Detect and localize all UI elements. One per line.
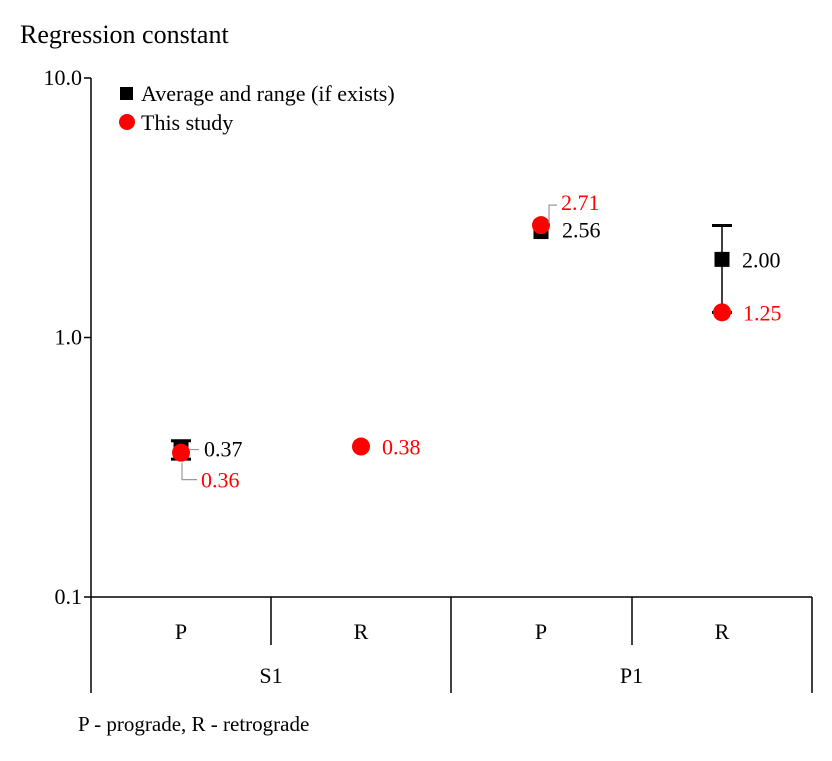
y-tick-label: 10.0 xyxy=(44,65,83,90)
legend-average-label: Average and range (if exists) xyxy=(141,81,395,106)
label-leader-line xyxy=(181,462,197,481)
group-label: S1 xyxy=(259,663,282,688)
group-label: P1 xyxy=(620,663,643,688)
study-point xyxy=(713,303,731,322)
footnote: P - prograde, R - retrograde xyxy=(78,712,309,736)
legend-average-marker xyxy=(120,87,133,100)
study-point xyxy=(172,443,190,462)
average-data-label: 2.56 xyxy=(562,218,601,243)
y-tick-label: 1.0 xyxy=(55,325,83,350)
study-data-label: 2.71 xyxy=(561,190,600,215)
marks: 0.37 2.56 2.00 0.36 0.38 2.71 1.25 xyxy=(171,190,782,493)
average-data-label: 2.00 xyxy=(742,247,781,272)
axes: 0.1 1.0 10.0 P R S1 P R P1 xyxy=(44,65,813,693)
legend: Average and range (if exists) This study xyxy=(119,81,395,135)
label-leader-line xyxy=(548,204,557,224)
average-data-label: 0.37 xyxy=(204,437,243,462)
legend-study-label: This study xyxy=(141,110,233,135)
study-data-label: 0.38 xyxy=(382,435,421,460)
x-tick-label: R xyxy=(715,619,730,644)
y-tick-label: 0.1 xyxy=(55,584,83,609)
y-axis-title: Regression constant xyxy=(20,20,229,49)
study-point xyxy=(532,216,550,235)
x-tick-label: R xyxy=(354,619,369,644)
study-data-label: 0.36 xyxy=(201,468,240,493)
study-data-label: 1.25 xyxy=(743,300,782,325)
average-point xyxy=(714,251,730,267)
study-point xyxy=(352,437,370,456)
x-tick-label: P xyxy=(535,619,547,644)
legend-study-marker xyxy=(119,114,135,130)
x-tick-label: P xyxy=(175,619,187,644)
